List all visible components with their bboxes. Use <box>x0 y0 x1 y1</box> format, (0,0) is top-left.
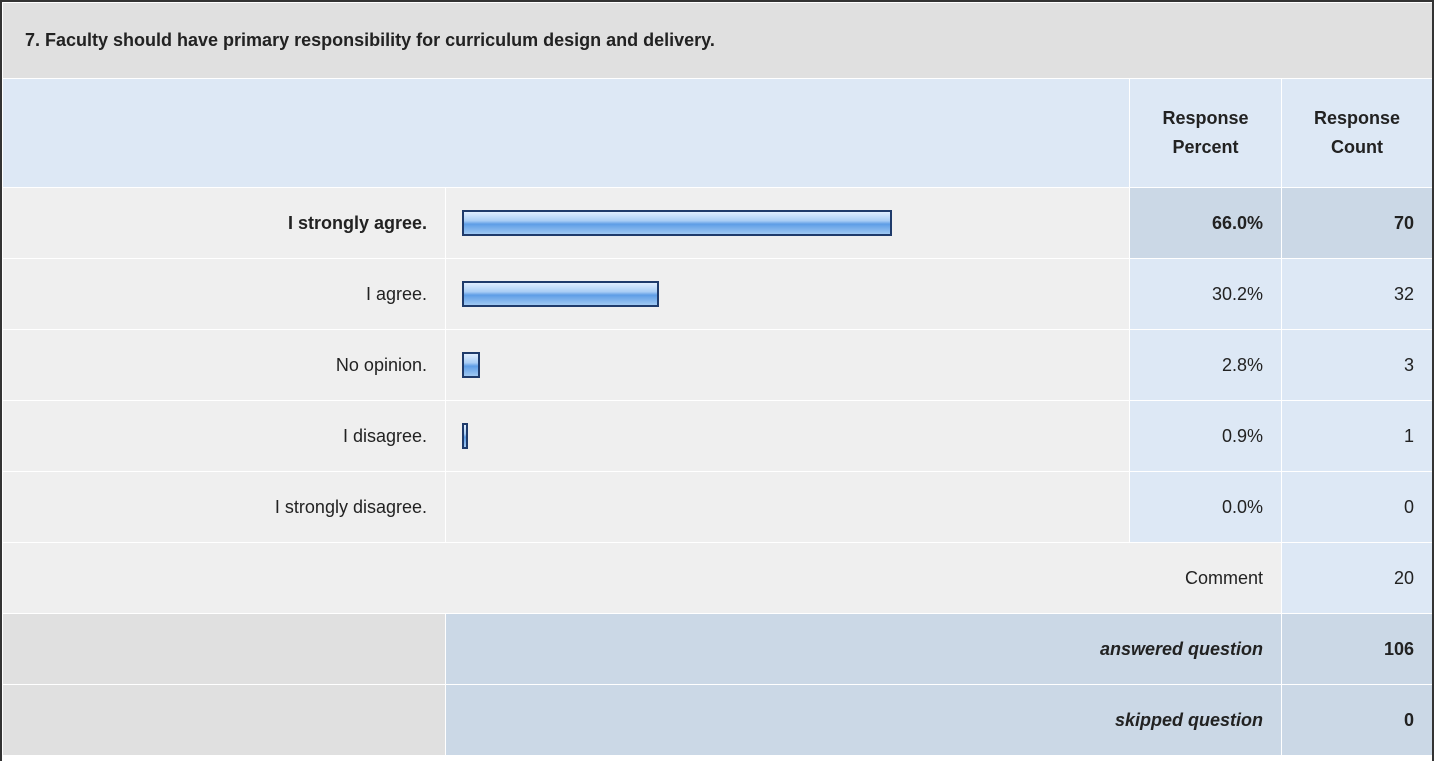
bar <box>462 281 659 307</box>
response-percent: 66.0% <box>1129 187 1282 259</box>
answer-row: I strongly disagree. 0.0% 0 <box>2 471 1432 543</box>
answer-label: I strongly disagree. <box>2 471 446 543</box>
response-count: 32 <box>1280 258 1432 330</box>
response-count: 1 <box>1280 400 1432 472</box>
header-row: Response Percent Response Count <box>2 78 1432 188</box>
bar-cell <box>445 258 1130 330</box>
answer-row: I strongly agree. 66.0% 70 <box>2 187 1432 259</box>
answered-count: 106 <box>1280 613 1432 685</box>
bar-cell <box>445 329 1130 401</box>
col-header: Response Percent <box>1129 78 1282 188</box>
bar <box>462 210 893 236</box>
bar <box>462 352 481 378</box>
comment-row: Comment 20 <box>2 542 1432 614</box>
answer-label: I disagree. <box>2 400 446 472</box>
comment-count: 20 <box>1280 542 1432 614</box>
answer-label: I strongly agree. <box>2 187 446 259</box>
response-percent: 30.2% <box>1129 258 1282 330</box>
response-percent: 2.8% <box>1129 329 1282 401</box>
response-count: 0 <box>1280 471 1432 543</box>
skipped-label: skipped question <box>445 684 1282 756</box>
response-count: 70 <box>1280 187 1432 259</box>
answer-row: No opinion. 2.8% 3 <box>2 329 1432 401</box>
answer-label: I agree. <box>2 258 446 330</box>
answered-label: answered question <box>445 613 1282 685</box>
title-row: 7. Faculty should have primary responsib… <box>2 2 1432 79</box>
header-blank <box>2 78 1130 188</box>
answered-row: answered question 106 <box>2 613 1432 685</box>
answer-row: I disagree. 0.9% 1 <box>2 400 1432 472</box>
bar-cell <box>445 400 1130 472</box>
comment-label: Comment <box>2 542 1282 614</box>
answer-row: I agree. 30.2% 32 <box>2 258 1432 330</box>
response-percent: 0.9% <box>1129 400 1282 472</box>
question-title: 7. Faculty should have primary responsib… <box>2 2 1432 79</box>
bar <box>462 423 468 449</box>
bar-cell <box>445 471 1130 543</box>
bar-cell <box>445 187 1130 259</box>
summary-blank <box>2 613 446 685</box>
response-percent: 0.0% <box>1129 471 1282 543</box>
skipped-row: skipped question 0 <box>2 684 1432 756</box>
response-count: 3 <box>1280 329 1432 401</box>
skipped-count: 0 <box>1280 684 1432 756</box>
answer-label: No opinion. <box>2 329 446 401</box>
summary-blank <box>2 684 446 756</box>
col-header: Response Count <box>1280 78 1432 188</box>
